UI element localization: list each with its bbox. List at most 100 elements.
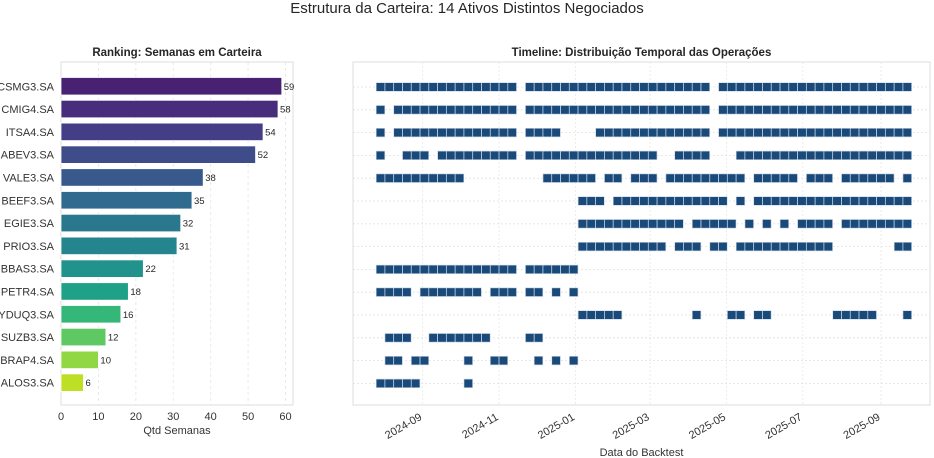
timeline-marker: [683, 242, 693, 252]
timeline-marker: [893, 219, 904, 229]
timeline-marker: [858, 173, 868, 183]
timeline-marker: [419, 150, 430, 161]
timeline-marker: [841, 150, 851, 161]
timeline-marker: [481, 264, 491, 275]
timeline-marker: [683, 173, 693, 183]
ranking-y-tick: ALOS3.SA: [1, 378, 55, 390]
timeline-marker: [779, 219, 789, 229]
timeline-marker: [806, 105, 816, 115]
timeline-marker: [437, 287, 447, 297]
timeline-marker: [595, 196, 605, 206]
timeline-marker: [727, 219, 737, 229]
timeline-marker: [867, 310, 877, 320]
timeline-marker: [814, 128, 825, 138]
timeline-marker: [577, 310, 588, 320]
timeline-marker: [902, 82, 912, 92]
timeline-marker: [604, 128, 614, 138]
ranking-chart: 59 58 54 52 38 35 32 31 22 18 16 12 10 6 CSMG3.SA CMIG…: [0, 47, 294, 437]
timeline-marker: [595, 82, 605, 92]
timeline-marker: [551, 82, 561, 92]
timeline-marker: [551, 264, 561, 275]
timeline-marker: [867, 196, 877, 206]
timeline-marker: [525, 333, 535, 343]
timeline-marker: [393, 355, 403, 366]
timeline-marker: [630, 105, 640, 115]
timeline-marker: [700, 128, 710, 138]
timeline-marker: [402, 378, 412, 389]
ranking-y-tick: ITSA4.SA: [6, 127, 55, 139]
timeline-marker: [885, 82, 895, 92]
timeline-marker: [893, 242, 904, 252]
timeline-marker: [832, 82, 842, 92]
timeline-marker: [762, 128, 772, 138]
timeline-marker: [876, 128, 886, 138]
timeline-marker: [902, 310, 912, 320]
timeline-marker: [384, 355, 394, 366]
timeline-marker: [551, 105, 561, 115]
timeline-marker: [665, 196, 675, 206]
timeline-marker: [788, 128, 798, 138]
timeline-marker: [656, 196, 667, 206]
timeline-marker: [402, 264, 412, 275]
bar-bbas3-sa: [60, 259, 144, 278]
timeline-marker: [823, 242, 833, 252]
timeline-marker: [384, 287, 394, 297]
timeline-marker: [393, 333, 403, 343]
bar-egie3-sa: [60, 213, 182, 233]
timeline-marker: [375, 378, 386, 389]
timeline-marker: [893, 128, 904, 138]
timeline-marker: [411, 355, 421, 366]
timeline-marker: [533, 264, 544, 275]
timeline-marker: [788, 242, 798, 252]
timeline-marker: [841, 196, 851, 206]
timeline-marker: [454, 128, 465, 138]
bar-prio3-sa: [60, 236, 178, 256]
timeline-marker: [577, 219, 588, 229]
bar-value-label: 32: [183, 219, 194, 230]
timeline-marker: [507, 150, 517, 161]
timeline-marker: [551, 287, 561, 297]
timeline-marker: [648, 128, 658, 138]
timeline-marker: [867, 150, 877, 161]
timeline-marker: [832, 310, 842, 320]
timeline-marker: [446, 173, 456, 183]
timeline-marker: [806, 196, 816, 206]
ranking-y-tick: BEEF3.SA: [1, 195, 54, 207]
timeline-marker: [656, 219, 667, 229]
timeline-marker: [709, 196, 719, 206]
timeline-marker: [384, 264, 394, 275]
timeline-marker: [490, 287, 500, 297]
timeline-marker: [375, 173, 386, 183]
timeline-marker: [454, 150, 465, 161]
timeline-marker: [375, 150, 386, 161]
timeline-x-tick: 2024-09: [383, 411, 424, 442]
timeline-marker: [841, 219, 851, 229]
ranking-y-tick: EGIE3.SA: [4, 218, 55, 230]
timeline-marker: [542, 105, 552, 115]
timeline-marker: [437, 333, 447, 343]
timeline-marker: [463, 105, 473, 115]
timeline-marker: [621, 219, 631, 229]
ranking-plot-area: [60, 61, 294, 406]
timeline-marker: [446, 264, 456, 275]
timeline-marker: [437, 128, 447, 138]
bar-value-label: 58: [280, 105, 291, 116]
timeline-marker: [437, 264, 447, 275]
timeline-marker: [586, 82, 596, 92]
timeline-marker: [402, 150, 412, 161]
timeline-marker: [814, 105, 825, 115]
timeline-marker: [779, 173, 789, 183]
timeline-marker: [683, 196, 693, 206]
timeline-marker: [902, 196, 912, 206]
timeline-marker: [770, 105, 781, 115]
timeline-marker: [885, 150, 895, 161]
timeline-marker: [665, 105, 675, 115]
timeline-marker: [586, 150, 596, 161]
timeline-marker: [691, 196, 702, 206]
timeline-marker: [630, 219, 640, 229]
timeline-marker: [718, 82, 728, 92]
timeline-marker: [674, 150, 684, 161]
ranking-x-tick: 50: [242, 411, 254, 423]
timeline-marker: [507, 264, 517, 275]
timeline-marker: [604, 150, 614, 161]
